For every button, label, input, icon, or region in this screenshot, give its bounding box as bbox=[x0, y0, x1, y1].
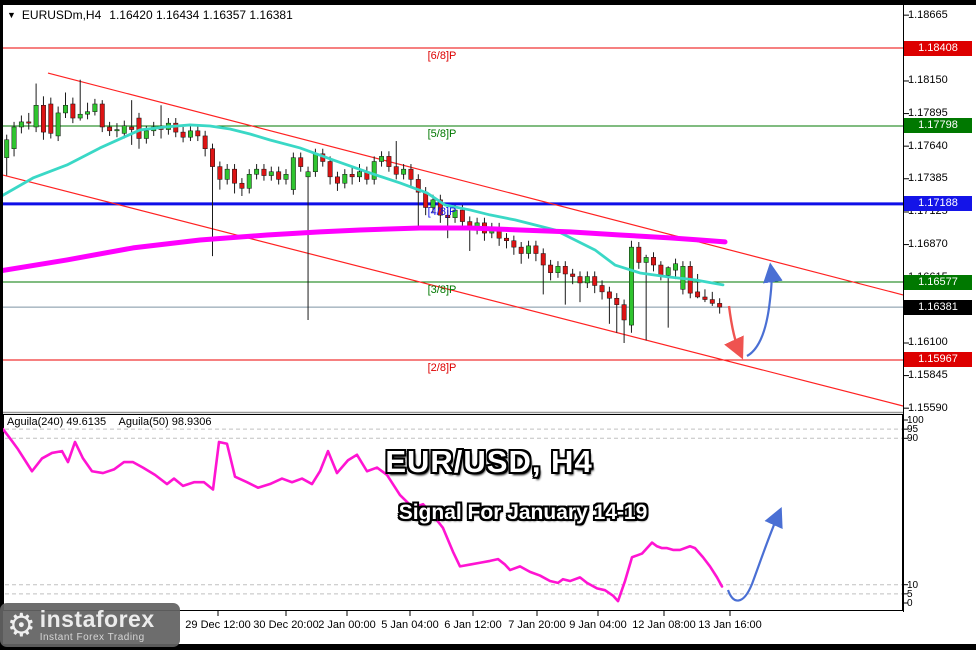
price-axis-label: 1.18150 bbox=[908, 74, 948, 87]
x-axis-label: 12 Jan 08:00 bbox=[632, 619, 696, 631]
murrey-level-label: [4/8]P bbox=[427, 205, 457, 218]
x-axis-label: 30 Dec 20:00 bbox=[253, 619, 319, 631]
instaforex-tagline: Instant Forex Trading bbox=[39, 631, 145, 643]
indicator-value-aguila240: Aguila(240) 49.6135 bbox=[7, 416, 107, 428]
indicator-value-aguila50: Aguila(50) 98.9306 bbox=[118, 416, 212, 428]
murrey-level-label: [2/8]P bbox=[427, 361, 457, 374]
price-axis-label: 1.17385 bbox=[908, 172, 948, 185]
price-axis-label: 1.16870 bbox=[908, 238, 948, 251]
price-level-badge: 1.16577 bbox=[904, 274, 972, 290]
price-axis-label: 1.17640 bbox=[908, 139, 948, 152]
x-axis-label: 2 Jan 00:00 bbox=[318, 619, 376, 631]
current-price-badge: 1.16381 bbox=[904, 299, 972, 315]
price-level-badge: 1.18408 bbox=[904, 40, 972, 56]
instaforex-logo: ⚙ instaforex Instant Forex Trading bbox=[0, 603, 180, 647]
symbol-name: EURUSDm,H4 bbox=[21, 8, 102, 22]
price-axis-label: 1.18665 bbox=[908, 8, 948, 21]
price-axis-label: 1.15590 bbox=[908, 401, 948, 414]
instaforex-brand-text: instaforex bbox=[39, 605, 155, 632]
x-axis-label: 13 Jan 16:00 bbox=[698, 619, 762, 631]
oscillator-axis-label: 90 bbox=[907, 433, 919, 445]
price-axis-label: 1.16100 bbox=[908, 336, 948, 349]
x-axis-label: 9 Jan 04:00 bbox=[569, 619, 627, 631]
price-axis-label: 1.17895 bbox=[908, 107, 948, 120]
price-level-badge: 1.15967 bbox=[904, 352, 972, 368]
instaforex-gear-icon: ⚙ bbox=[7, 607, 36, 643]
chart-title-line: ▼ EURUSDm,H4 1.16420 1.16434 1.16357 1.163… bbox=[7, 8, 293, 22]
chart-title-overlay: EUR/USD, H4 bbox=[385, 444, 593, 479]
murrey-level-label: [3/8]P bbox=[427, 284, 457, 297]
symbol-dropdown-arrow-icon[interactable]: ▼ bbox=[7, 10, 16, 20]
x-axis-label: 7 Jan 20:00 bbox=[508, 619, 566, 631]
murrey-level-label: [6/8]P bbox=[427, 50, 457, 62]
x-axis-label: 29 Dec 12:00 bbox=[185, 619, 251, 631]
murrey-level-label: [5/8]P bbox=[427, 127, 457, 140]
chart-subtitle-overlay: Signal For January 14-19 bbox=[398, 501, 648, 524]
x-axis-label: 5 Jan 04:00 bbox=[381, 619, 439, 631]
oscillator-axis-label: 10 bbox=[907, 579, 919, 591]
x-axis-label: 6 Jan 12:00 bbox=[444, 619, 502, 631]
oscillator-axis-label: 5 bbox=[907, 588, 913, 600]
oscillator-axis-label: 100 bbox=[907, 415, 924, 426]
price-level-badge: 1.17798 bbox=[904, 118, 972, 134]
oscillator-axis-label: 95 bbox=[907, 424, 919, 436]
oscillator-axis-label: 0 bbox=[907, 598, 913, 609]
price-axis-label: 1.15845 bbox=[908, 369, 948, 382]
indicator-header: Aguila(240) 49.6135 Aguila(50) 98.9306 bbox=[7, 416, 222, 428]
price-level-badge: 1.17188 bbox=[904, 196, 972, 212]
ohlc-quotes: 1.16420 1.16434 1.16357 1.16381 bbox=[109, 8, 293, 22]
